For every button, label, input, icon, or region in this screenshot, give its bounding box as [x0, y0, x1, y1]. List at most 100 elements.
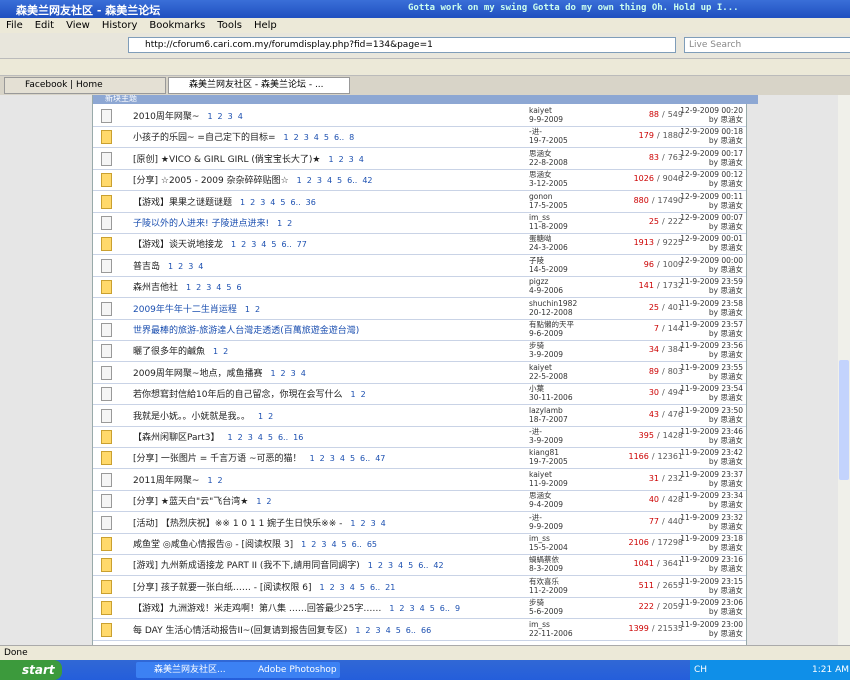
- page-link[interactable]: 4: [198, 261, 204, 271]
- last-post-date[interactable]: 11-9-2009 23:50: [680, 405, 743, 415]
- title-link[interactable]: 我就是小妩。。小妩就是我。。: [133, 411, 251, 422]
- page-link[interactable]: 1: [207, 475, 213, 485]
- title-link[interactable]: 子陵以外的人进来! 子陵进点进来!: [133, 219, 270, 229]
- page-link[interactable]: 1: [309, 454, 315, 464]
- page-link[interactable]: 5: [341, 540, 347, 549]
- author-name[interactable]: 蝸蝸蔡依: [529, 555, 559, 565]
- page-link[interactable]: 5: [267, 433, 273, 442]
- page-link[interactable]: 77: [296, 240, 307, 250]
- title-link[interactable]: 【森州闲聊区Part3】: [133, 433, 220, 443]
- page-link[interactable]: 1: [256, 497, 262, 507]
- page-link[interactable]: 36: [305, 197, 316, 207]
- page-link[interactable]: 6..: [360, 454, 371, 464]
- page-link[interactable]: 3: [316, 176, 322, 186]
- author-name[interactable]: im_ss: [529, 213, 550, 222]
- page-link[interactable]: 1: [270, 368, 276, 378]
- menu-item[interactable]: View: [66, 20, 90, 31]
- page-link[interactable]: 2: [360, 390, 366, 400]
- page-link[interactable]: 3: [290, 368, 296, 378]
- page-link[interactable]: 5: [349, 454, 356, 464]
- page-link[interactable]: 1: [213, 347, 219, 357]
- last-post-by[interactable]: by 思涵女: [708, 350, 743, 360]
- page-link[interactable]: 5: [337, 176, 343, 186]
- author-name[interactable]: kaiyet: [529, 362, 552, 372]
- page-link[interactable]: 4: [300, 368, 306, 378]
- title-link[interactable]: 曬了很多年的鹹魚: [133, 347, 206, 358]
- page-link[interactable]: 1: [227, 433, 233, 442]
- last-post-date[interactable]: 12-9-2009 00:00: [680, 255, 743, 265]
- page-link[interactable]: 2: [217, 475, 223, 485]
- page-link[interactable]: 4: [358, 154, 364, 164]
- search-box[interactable]: Live Search: [684, 37, 850, 53]
- author-name[interactable]: lazylamb: [529, 405, 563, 415]
- title-link[interactable]: 2011周年网聚~: [133, 475, 200, 486]
- page-link[interactable]: 6..: [351, 540, 362, 549]
- page-link[interactable]: 2: [280, 368, 286, 378]
- last-post-date[interactable]: 11-9-2009 23:18: [680, 534, 743, 543]
- author-name[interactable]: 步骑: [529, 598, 544, 608]
- page-link[interactable]: 2: [217, 112, 223, 121]
- last-post-by[interactable]: by 思涵女: [708, 136, 743, 146]
- tab[interactable]: 森美兰网友社区 - 森美兰论坛 - ...: [168, 77, 350, 94]
- page-link[interactable]: 4: [257, 433, 263, 442]
- last-post-by[interactable]: by 思涵女: [708, 478, 743, 488]
- title-link[interactable]: 每 DAY 生活心情活动报告II~(回复请到报告回复专区): [133, 625, 348, 636]
- page-link[interactable]: 2: [196, 283, 202, 293]
- author-name[interactable]: 有點懶的天平: [529, 320, 574, 329]
- last-post-date[interactable]: 11-9-2009 23:55: [680, 362, 743, 372]
- page-link[interactable]: 3: [227, 112, 233, 121]
- title-link[interactable]: [分享] ☆2005 - 2009 杂杂碎碎贴图☆: [133, 176, 289, 187]
- title-link[interactable]: 世界最棒的旅游-旅游達人台灣走透透(百萬旅遊金遊台灣): [133, 326, 360, 336]
- last-post-by[interactable]: by 思涵女: [708, 222, 743, 231]
- page-link[interactable]: 4: [326, 176, 333, 186]
- page-link[interactable]: 1: [367, 561, 373, 571]
- last-post-by[interactable]: by 思涵女: [708, 115, 743, 124]
- author-name[interactable]: 思涵女: [529, 148, 552, 158]
- page-link[interactable]: 3: [339, 582, 345, 592]
- page-link[interactable]: 42: [433, 561, 444, 571]
- menu-item[interactable]: File: [6, 20, 23, 31]
- page-link[interactable]: 4: [237, 112, 243, 121]
- title-link[interactable]: [分享] 孩子就要一张白纸…… - [阅读权限 6]: [133, 582, 312, 593]
- last-post-by[interactable]: by 思涵女: [708, 286, 743, 296]
- title-link[interactable]: 【游戏】谈天说地接龙: [133, 240, 224, 251]
- page-link[interactable]: 6..: [439, 604, 450, 614]
- page-link[interactable]: 4: [331, 540, 337, 549]
- author-name[interactable]: 蛋糖呦: [529, 234, 552, 244]
- title-link[interactable]: 2009年牛年十二生肖运程: [133, 304, 237, 315]
- page-link[interactable]: 1: [168, 261, 174, 271]
- start-button[interactable]: start: [0, 660, 62, 680]
- page-link[interactable]: 2: [255, 304, 261, 314]
- last-post-date[interactable]: 11-9-2009 23:32: [680, 512, 743, 522]
- page-link[interactable]: 1: [355, 625, 361, 635]
- last-post-by[interactable]: by 思涵女: [708, 329, 743, 338]
- page-link[interactable]: 4: [216, 283, 222, 293]
- author-name[interactable]: 有欢喜乐: [529, 576, 559, 586]
- page-link[interactable]: 2: [377, 561, 383, 571]
- menu-item[interactable]: Edit: [34, 20, 55, 31]
- last-post-by[interactable]: by 思涵女: [708, 371, 743, 381]
- last-post-date[interactable]: 12-9-2009 00:17: [680, 148, 743, 158]
- page-link[interactable]: 6..: [281, 240, 292, 250]
- page-link[interactable]: 1: [283, 133, 289, 143]
- page-link[interactable]: 2: [365, 625, 371, 635]
- page-link[interactable]: 6..: [277, 433, 289, 442]
- last-post-date[interactable]: 11-9-2009 23:59: [680, 277, 743, 287]
- page-link[interactable]: 1: [350, 390, 356, 400]
- scroll-thumb[interactable]: [839, 360, 849, 480]
- last-post-by[interactable]: by 思涵女: [708, 543, 743, 552]
- page-link[interactable]: 4: [270, 197, 276, 207]
- author-name[interactable]: 思涵女: [529, 491, 552, 501]
- tab[interactable]: Facebook | Home: [4, 77, 166, 94]
- page-link[interactable]: 4: [313, 133, 319, 143]
- title-link[interactable]: [分享] ★蓝天白"云"飞台湾★: [133, 497, 249, 508]
- page-link[interactable]: 47: [375, 454, 386, 464]
- page-link[interactable]: 4: [385, 625, 391, 635]
- last-post-date[interactable]: 12-9-2009 00:18: [680, 127, 743, 137]
- author-name[interactable]: 思涵女: [529, 170, 552, 180]
- page-link[interactable]: 2: [319, 454, 325, 464]
- last-post-by[interactable]: by 思涵女: [708, 521, 743, 531]
- author-name[interactable]: pigzz: [529, 277, 549, 287]
- page-link[interactable]: 2: [287, 219, 293, 228]
- page-link[interactable]: 1: [207, 112, 213, 121]
